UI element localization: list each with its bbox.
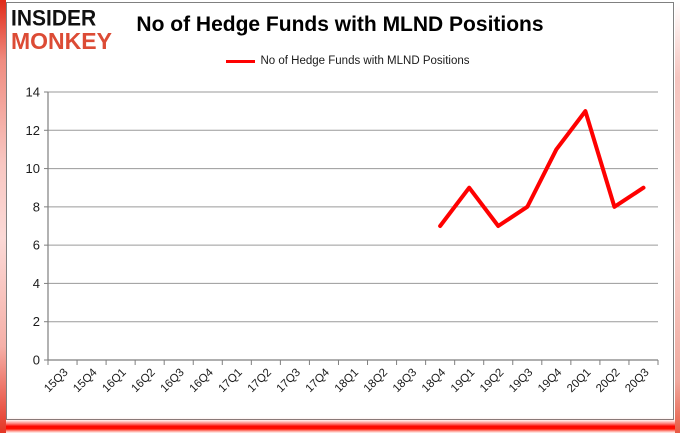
series-line: [438, 109, 646, 228]
x-tick-label: 16Q2: [129, 367, 157, 395]
x-tick-label: 19Q2: [478, 367, 506, 395]
x-tick-label: 19Q1: [449, 367, 477, 395]
x-tick-label: 20Q2: [594, 367, 622, 395]
y-tick-label: 8: [33, 199, 40, 214]
x-tick-label: 17Q2: [246, 367, 274, 395]
legend-label: No of Hedge Funds with MLND Positions: [260, 55, 470, 67]
x-tick-label: 15Q4: [71, 366, 100, 395]
x-tick-label: 18Q2: [362, 367, 390, 395]
y-tick-label: 4: [33, 276, 40, 291]
x-tick-label: 17Q3: [275, 367, 303, 395]
x-tick-label: 19Q3: [507, 367, 535, 395]
x-tick-label: 20Q3: [623, 367, 651, 395]
x-tick-label: 18Q1: [333, 367, 361, 395]
chart-frame: [6, 2, 674, 420]
y-tick-label: 2: [33, 314, 40, 329]
red-glow-left: [0, 0, 6, 433]
logo-line2: MONKEY: [11, 28, 112, 54]
x-tick-label: 18Q3: [391, 367, 419, 395]
x-tick-label: 18Q4: [420, 366, 449, 395]
logo-line1: INSIDER: [11, 6, 97, 31]
y-tick-label: 12: [26, 123, 40, 138]
y-tick-label: 10: [26, 161, 40, 176]
red-glow-bottom: [0, 417, 680, 433]
x-tick-label: 19Q4: [536, 366, 565, 395]
legend: No of Hedge Funds with MLND Positions: [8, 55, 680, 67]
y-tick-label: 14: [26, 85, 40, 100]
chart-title: No of Hedge Funds with MLND Positions: [136, 13, 544, 36]
insider-monkey-logo: INSIDER MONKEY: [11, 6, 112, 54]
red-glow-right: [675, 0, 680, 433]
y-tick-label: 0: [33, 353, 40, 368]
x-tick-label: 17Q1: [217, 367, 245, 395]
x-tick-label: 15Q3: [42, 367, 70, 395]
x-tick-label: 17Q4: [304, 366, 333, 395]
x-tick-label: 16Q4: [187, 366, 216, 395]
x-tick-label: 20Q1: [565, 367, 593, 395]
y-tick-label: 6: [33, 238, 40, 253]
x-tick-label: 16Q1: [100, 367, 128, 395]
x-tick-label: 16Q3: [158, 367, 186, 395]
legend-line-swatch: [226, 59, 256, 63]
